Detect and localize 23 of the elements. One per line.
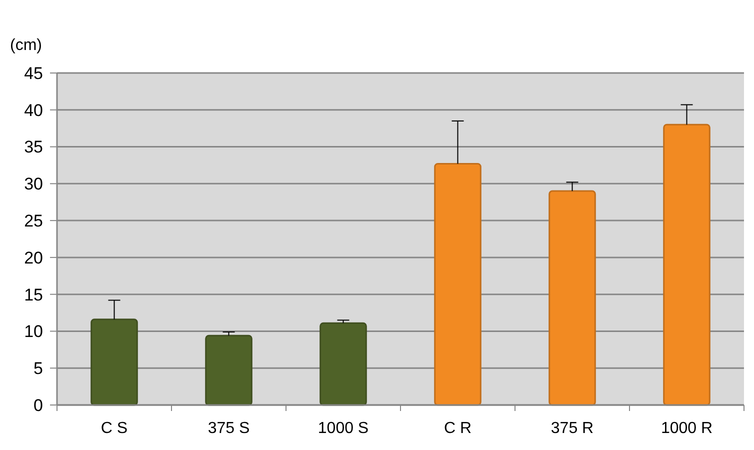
x-tick-label: C S bbox=[100, 420, 128, 437]
y-tick-label: 25 bbox=[24, 212, 43, 231]
x-tick-label: C R bbox=[444, 420, 472, 437]
x-tick-label: 1000 R bbox=[660, 420, 713, 437]
y-tick-label: 45 bbox=[24, 64, 43, 83]
y-tick-label: 15 bbox=[24, 285, 43, 304]
y-axis-title: (cm) bbox=[10, 37, 42, 54]
y-tick-label: 5 bbox=[34, 359, 43, 378]
bar bbox=[548, 190, 596, 406]
y-tick-label: 0 bbox=[34, 396, 43, 415]
bar bbox=[663, 124, 710, 406]
x-tick-label: 375 S bbox=[208, 420, 250, 437]
x-tick-label: 375 R bbox=[550, 420, 594, 437]
y-tick-label: 40 bbox=[24, 100, 43, 120]
x-tick-label: 1000 S bbox=[318, 420, 369, 437]
bar bbox=[320, 322, 367, 406]
y-tick-label: 30 bbox=[24, 174, 43, 194]
bar bbox=[205, 334, 252, 406]
bar bbox=[90, 318, 138, 406]
y-tick-label: 20 bbox=[24, 248, 43, 268]
y-tick-label: 10 bbox=[24, 322, 43, 342]
bar bbox=[434, 162, 482, 406]
y-tick-label: 35 bbox=[24, 138, 43, 157]
